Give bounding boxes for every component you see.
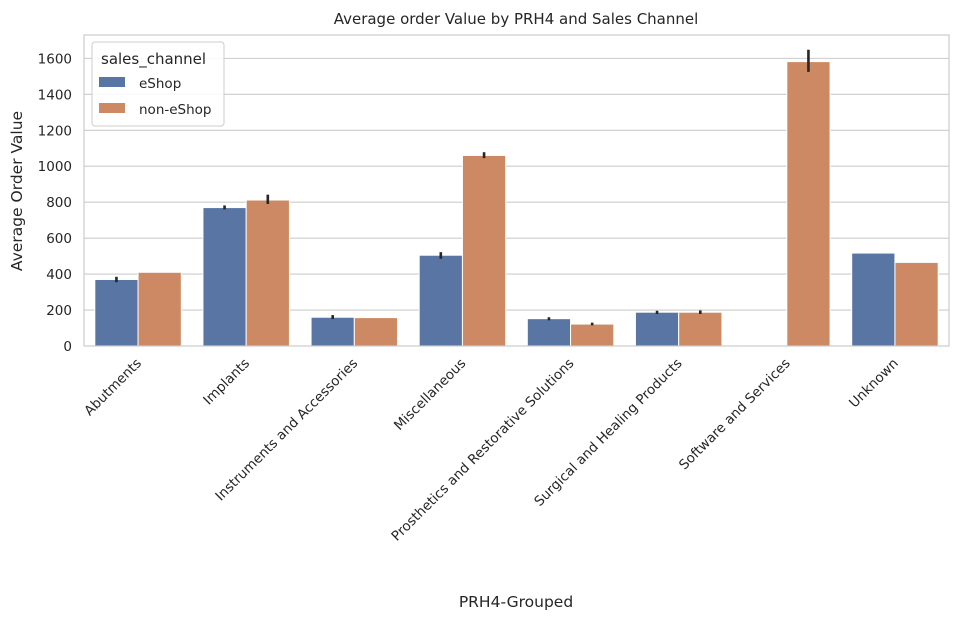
y-tick-label: 800 — [46, 195, 72, 211]
bar-eshop-3 — [418, 254, 463, 347]
bar-non-eshop-4 — [570, 323, 615, 347]
y-tick-label: 200 — [46, 303, 72, 319]
legend: sales_channel eShop non-eShop — [91, 41, 225, 127]
plot-frame — [83, 34, 950, 347]
bars-layer — [94, 61, 939, 347]
y-tick-label: 600 — [46, 231, 72, 247]
x-tick-label: Software and Services — [676, 356, 794, 474]
chart-title: Average order Value by PRH4 and Sales Ch… — [334, 10, 699, 28]
y-tick-label: 1400 — [38, 87, 72, 103]
bar-eshop-5 — [634, 311, 680, 347]
y-tick-label: 400 — [46, 267, 72, 283]
x-tick-label: Prosthetics and Restorative Solutions — [388, 356, 577, 545]
bar-non-eshop-2 — [353, 317, 399, 347]
x-axis-label: PRH4-Grouped — [459, 593, 573, 611]
x-tick-label: Abutments — [81, 356, 145, 420]
bar-eshop-0 — [94, 278, 139, 347]
y-tick-label: 0 — [63, 339, 72, 355]
legend-label-eshop: eShop — [139, 76, 181, 92]
legend-swatch-eshop — [99, 77, 125, 87]
bar-non-eshop-5 — [678, 311, 723, 347]
legend-title: sales_channel — [101, 50, 206, 69]
y-tick-labels: 0 200 400 600 800 1000 1200 1400 1600 — [38, 51, 72, 355]
errorbar-layer — [115, 49, 810, 326]
y-tick-label: 1200 — [38, 123, 72, 139]
bar-eshop-4 — [526, 318, 572, 347]
bar-non-eshop-1 — [245, 199, 290, 347]
bar-eshop-1 — [202, 207, 247, 347]
y-tick-label: 1000 — [38, 159, 72, 175]
y-tick-label: 1600 — [38, 51, 72, 67]
bar-eshop-2 — [310, 316, 355, 347]
y-axis-label: Average Order Value — [8, 111, 26, 271]
x-tick-label: Unknown — [846, 356, 902, 412]
bar-non-eshop-0 — [137, 271, 182, 347]
x-tick-label: Implants — [200, 356, 253, 409]
x-tick-label: Miscellaneous — [391, 356, 469, 434]
bar-non-eshop-6 — [786, 61, 831, 347]
bar-eshop-7 — [851, 252, 896, 347]
bar-non-eshop-3 — [461, 154, 507, 347]
bar-non-eshop-7 — [894, 261, 939, 347]
legend-swatch-non-eshop — [99, 103, 125, 113]
legend-label-non-eshop: non-eShop — [139, 102, 212, 118]
